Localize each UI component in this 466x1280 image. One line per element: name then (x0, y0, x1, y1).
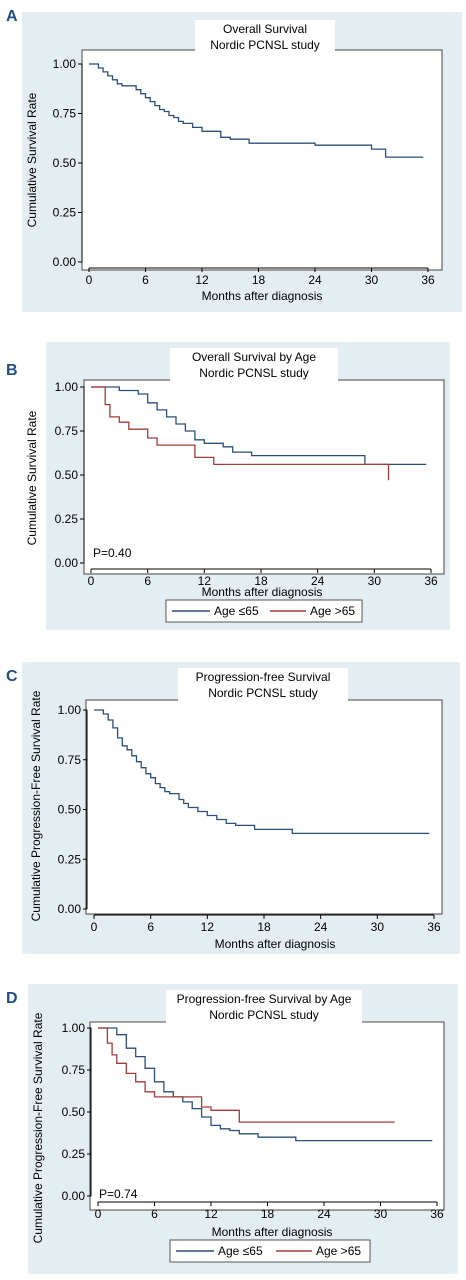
panel-d-series-1-line (98, 1027, 433, 1142)
panel-a-y-tick-label: 1.00 (53, 57, 77, 71)
panel-b-y-tick-label: 1.00 (55, 380, 79, 394)
panel-c-letter: C (6, 668, 18, 685)
panel-d-x-tick-label: 30 (374, 1207, 388, 1221)
panel-d-y-tick-label: 0.00 (62, 1189, 86, 1203)
panel-b-y-tick-label: 0.25 (55, 512, 79, 526)
panel-a-x-tick-label: 12 (195, 273, 209, 287)
panel-b-x-tick-label: 6 (144, 574, 151, 588)
panel-d-y-tick-label: 0.25 (62, 1147, 86, 1161)
panel-c-y-tick-label: 0.25 (58, 852, 82, 866)
panel-d-x-tick-label: 0 (95, 1207, 102, 1221)
panel-b-plot-area (83, 379, 445, 575)
panel-a-x-tick-label: 36 (421, 273, 435, 287)
panel-d-legend-label-2: Age >65 (316, 1244, 361, 1258)
panel-a-x-tick-label: 6 (142, 273, 149, 287)
panel-b-y-tick-label: 0.50 (55, 468, 79, 482)
panel-d-letter: D (6, 990, 18, 1007)
panel-b-x-axis-label: Months after diagnosis (202, 585, 323, 599)
panel-b-title-line2: Nordic PCNSL study (199, 366, 309, 380)
panel-a-plot-area (81, 49, 443, 271)
panel-c-title-box (178, 668, 348, 702)
panel-a-letter: A (6, 8, 18, 25)
panel-a-x-tick-label: 18 (252, 273, 266, 287)
panel-b-legend-label-2: Age >65 (310, 604, 355, 618)
panel-d-x-axis-label: Months after diagnosis (212, 1225, 333, 1239)
panel-a-x-tick-label: 0 (86, 273, 93, 287)
panel-c-x-tick-label: 18 (257, 920, 271, 934)
panel-b-x-tick-label: 24 (311, 574, 325, 588)
panel-a-series-1-line (89, 63, 424, 158)
panel-b-x-tick-label: 36 (424, 574, 438, 588)
panel-c-y-tick-label: 0.75 (58, 753, 82, 767)
panel-a-x-tick-label: 24 (308, 273, 322, 287)
panel-c-title-line1: Progression-free Survival (196, 670, 331, 684)
panel-d-x-tick-label: 24 (317, 1207, 331, 1221)
panel-c-x-tick-label: 30 (371, 920, 385, 934)
panel-c-x-tick-label: 36 (427, 920, 441, 934)
panel-d-plot-area (89, 1021, 445, 1211)
panel-c-x-tick-label: 24 (314, 920, 328, 934)
panel-c-plot-area (85, 699, 443, 915)
panel-d-title-box (166, 990, 362, 1024)
panel-a-title-box (195, 20, 335, 54)
panel-a-y-tick-label: 0.50 (53, 156, 77, 170)
panel-a-x-tick-label: 30 (365, 273, 379, 287)
panel-a-x-axis-label: Months after diagnosis (202, 289, 323, 303)
panel-b-legend-box (165, 599, 363, 623)
panel-c-y-tick-label: 0.50 (58, 803, 82, 817)
panel-a-y-tick-label: 0.00 (53, 255, 77, 269)
panel-b-x-tick-label: 30 (368, 574, 382, 588)
panel-d-y-tick-label: 0.75 (62, 1063, 86, 1077)
panel-a-title-line1: Overall Survival (223, 22, 307, 36)
panel-a-y-tick-label: 0.25 (53, 206, 77, 220)
panel-d-legend-box (169, 1239, 371, 1263)
panel-c-y-tick-label: 0.00 (58, 902, 82, 916)
panel-c-x-tick-label: 0 (91, 920, 98, 934)
panel-c-series-1-line (94, 709, 430, 835)
panel-d-title-line1: Progression-free Survival by Age (177, 992, 352, 1006)
panel-d-title-line2: Nordic PCNSL study (209, 1008, 319, 1022)
panel-d-x-tick-label: 12 (204, 1207, 218, 1221)
panel-c-y-axis-label: Cumulative Progression-Free Survival Rat… (29, 690, 43, 921)
panel-c-y-tick-label: 1.00 (58, 703, 82, 717)
panel-b-y-tick-label: 0.00 (55, 556, 79, 570)
panel-b-y-tick-label: 0.75 (55, 424, 79, 438)
panel-d-y-axis-label: Cumulative Progression-Free Survival Rat… (31, 1012, 45, 1243)
panel-b-series-1-line (91, 386, 427, 466)
panel-d-x-tick-label: 36 (430, 1207, 444, 1221)
panel-d-legend-label-1: Age ≤65 (218, 1244, 263, 1258)
panel-a-y-tick-label: 0.75 (53, 107, 77, 121)
panel-c-x-axis-label: Months after diagnosis (215, 937, 336, 951)
panel-b-x-tick-label: 12 (198, 574, 212, 588)
panel-b-pvalue: P=0.40 (93, 546, 132, 560)
panel-b-x-tick-label: 18 (254, 574, 268, 588)
panel-c-x-tick-label: 6 (147, 920, 154, 934)
panel-d-y-tick-label: 0.50 (62, 1105, 86, 1119)
panel-a-title-line2: Nordic PCNSL study (210, 38, 320, 52)
panel-b-title-line1: Overall Survival by Age (192, 350, 316, 364)
panel-a-y-axis-label: Cumulative Survival Rate (25, 92, 39, 227)
panel-c-x-tick-label: 12 (201, 920, 215, 934)
panel-d-x-tick-label: 18 (261, 1207, 275, 1221)
panel-b-x-tick-label: 0 (88, 574, 95, 588)
panel-d-y-tick-label: 1.00 (62, 1021, 86, 1035)
panel-b-title-box (170, 348, 338, 382)
panel-d-x-tick-label: 6 (151, 1207, 158, 1221)
panel-d-series-2-line (98, 1027, 395, 1123)
panel-b-legend-label-1: Age ≤65 (214, 604, 259, 618)
panel-b-series-2-line (91, 386, 390, 481)
panel-d-pvalue: P=0.74 (99, 1187, 138, 1201)
panel-b-letter: B (6, 362, 18, 379)
panel-c-title-line2: Nordic PCNSL study (208, 686, 318, 700)
panel-b-y-axis-label: Cumulative Survival Rate (25, 410, 39, 545)
